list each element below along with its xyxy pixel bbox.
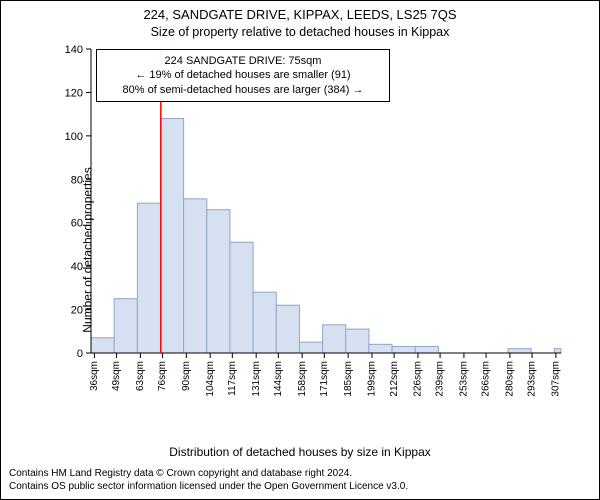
x-tick-label: 293sqm bbox=[527, 361, 538, 397]
histogram-bar bbox=[184, 199, 207, 353]
histogram-bar bbox=[554, 349, 561, 353]
x-tick-label: 171sqm bbox=[319, 361, 330, 397]
x-tick-label: 212sqm bbox=[389, 361, 400, 397]
histogram-bar bbox=[137, 203, 160, 353]
y-tick-label: 80 bbox=[71, 174, 83, 186]
x-tick-label: 90sqm bbox=[181, 361, 192, 391]
histogram-bar bbox=[415, 346, 438, 353]
footer-line-1: Contains HM Land Registry data © Crown c… bbox=[9, 468, 591, 481]
x-tick-label: 63sqm bbox=[135, 361, 146, 391]
x-tick-label: 253sqm bbox=[459, 361, 470, 397]
x-tick-label: 131sqm bbox=[251, 361, 262, 397]
histogram-bar bbox=[230, 242, 253, 353]
x-axis-label: Distribution of detached houses by size … bbox=[1, 445, 599, 459]
x-tick-label: 76sqm bbox=[157, 361, 168, 391]
chart-container: 224, SANDGATE DRIVE, KIPPAX, LEEDS, LS25… bbox=[0, 0, 600, 500]
histogram-bar bbox=[207, 210, 230, 353]
histogram-bar bbox=[160, 118, 183, 353]
info-line-3: 80% of semi-detached houses are larger (… bbox=[103, 83, 383, 97]
y-tick-label: 140 bbox=[65, 44, 83, 56]
info-line-1: 224 SANDGATE DRIVE: 75sqm bbox=[103, 54, 383, 68]
x-tick-label: 36sqm bbox=[89, 361, 100, 391]
histogram-bar bbox=[253, 292, 276, 353]
info-box: 224 SANDGATE DRIVE: 75sqm ← 19% of detac… bbox=[96, 49, 390, 102]
x-tick-label: 199sqm bbox=[367, 361, 378, 397]
histogram-bar bbox=[323, 325, 346, 353]
histogram-bar bbox=[346, 329, 369, 353]
y-tick-label: 0 bbox=[77, 348, 83, 360]
chart-subtitle: Size of property relative to detached ho… bbox=[1, 25, 599, 39]
plot-area: 0 20 40 60 80 100 120 140 36sqm 49sqm 63sqm 76sqm 90… bbox=[61, 43, 571, 403]
x-tick-label: 185sqm bbox=[343, 361, 354, 397]
y-tick-label: 120 bbox=[65, 87, 83, 99]
histogram-bar bbox=[369, 344, 392, 353]
histogram-bar bbox=[392, 346, 415, 353]
histogram-bar bbox=[114, 299, 137, 353]
x-tick-label: 144sqm bbox=[273, 361, 284, 397]
y-tick-label: 20 bbox=[71, 305, 83, 317]
x-tick-label: 104sqm bbox=[205, 361, 216, 397]
x-tick-label: 226sqm bbox=[413, 361, 424, 397]
y-tick-label: 40 bbox=[71, 261, 83, 273]
histogram-bar bbox=[276, 305, 299, 353]
histogram-bar bbox=[91, 338, 114, 353]
x-tick-label: 239sqm bbox=[435, 361, 446, 397]
x-tick-label: 280sqm bbox=[505, 361, 516, 397]
x-tick-label: 266sqm bbox=[481, 361, 492, 397]
x-tick-label: 49sqm bbox=[111, 361, 122, 391]
histogram-bar bbox=[508, 349, 531, 353]
y-tick-label: 60 bbox=[71, 218, 83, 230]
footer: Contains HM Land Registry data © Crown c… bbox=[9, 468, 591, 493]
histogram-bar bbox=[299, 342, 322, 353]
footer-line-2: Contains OS public sector information li… bbox=[9, 481, 591, 494]
y-tick-label: 100 bbox=[65, 131, 83, 143]
x-tick-label: 158sqm bbox=[297, 361, 308, 397]
x-tick-label: 307sqm bbox=[551, 361, 562, 397]
x-tick-label: 117sqm bbox=[227, 361, 238, 396]
info-line-2: ← 19% of detached houses are smaller (91… bbox=[103, 68, 383, 82]
chart-title: 224, SANDGATE DRIVE, KIPPAX, LEEDS, LS25… bbox=[1, 7, 599, 22]
